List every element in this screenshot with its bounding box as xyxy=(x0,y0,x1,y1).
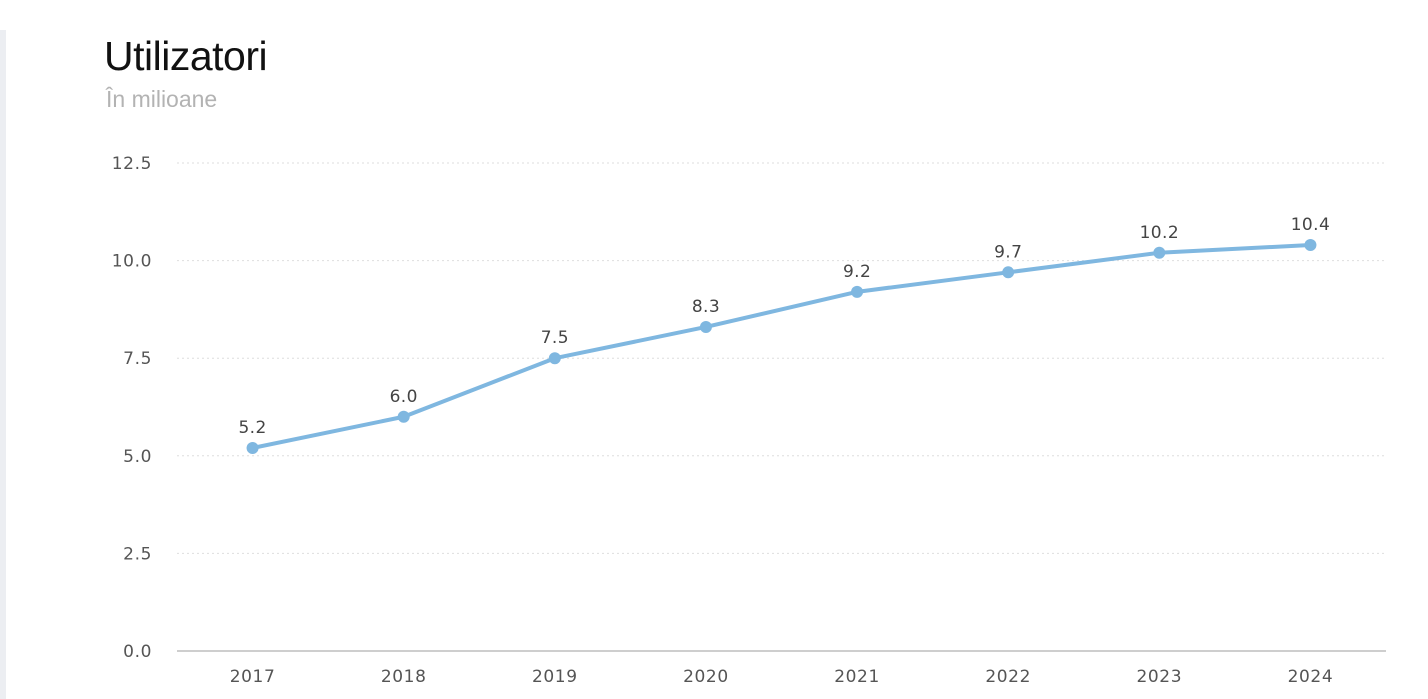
x-axis-ticks: 2017 2018 2019 2020 2021 2022 2023 2024 xyxy=(230,667,1334,687)
data-point[interactable] xyxy=(699,320,712,333)
x-tick-label: 2019 xyxy=(532,667,578,687)
series-layer xyxy=(246,238,1317,454)
y-tick-label: 5.0 xyxy=(123,447,152,467)
chart-title: Utilizatori xyxy=(104,33,268,79)
x-tick-label: 2021 xyxy=(834,667,880,687)
data-label: 5.2 xyxy=(238,418,266,438)
data-point[interactable] xyxy=(1153,246,1166,259)
data-label: 8.3 xyxy=(692,297,720,317)
series-line xyxy=(250,242,1313,450)
data-labels: 5.2 6.0 7.5 8.3 9.2 9.7 10.2 10.4 xyxy=(238,215,1330,438)
data-label: 10.4 xyxy=(1291,215,1330,235)
data-point[interactable] xyxy=(397,410,410,423)
y-tick-label: 7.5 xyxy=(123,349,152,369)
data-point[interactable] xyxy=(1002,266,1015,279)
data-point[interactable] xyxy=(851,285,864,298)
y-axis-ticks: 0.0 2.5 5.0 7.5 10.0 12.5 xyxy=(112,154,152,662)
data-point[interactable] xyxy=(246,441,259,454)
data-label: 9.7 xyxy=(994,242,1022,262)
gridlines xyxy=(177,162,1386,554)
x-tick-label: 2022 xyxy=(985,667,1031,687)
data-point[interactable] xyxy=(1304,238,1317,251)
x-tick-label: 2020 xyxy=(683,667,729,687)
y-tick-label: 10.0 xyxy=(112,252,152,272)
data-point[interactable] xyxy=(548,352,561,365)
data-label: 10.2 xyxy=(1140,223,1179,243)
chart-subtitle: În milioane xyxy=(106,86,218,112)
left-panel-edge xyxy=(0,30,6,699)
x-tick-label: 2024 xyxy=(1288,667,1334,687)
data-label: 7.5 xyxy=(541,328,569,348)
x-tick-label: 2023 xyxy=(1136,667,1182,687)
y-tick-label: 0.0 xyxy=(123,642,152,662)
data-label: 6.0 xyxy=(390,387,418,407)
data-label: 9.2 xyxy=(843,262,871,282)
x-tick-label: 2018 xyxy=(381,667,427,687)
y-tick-label: 2.5 xyxy=(123,544,152,564)
x-tick-label: 2017 xyxy=(230,667,276,687)
y-tick-label: 12.5 xyxy=(112,154,152,174)
